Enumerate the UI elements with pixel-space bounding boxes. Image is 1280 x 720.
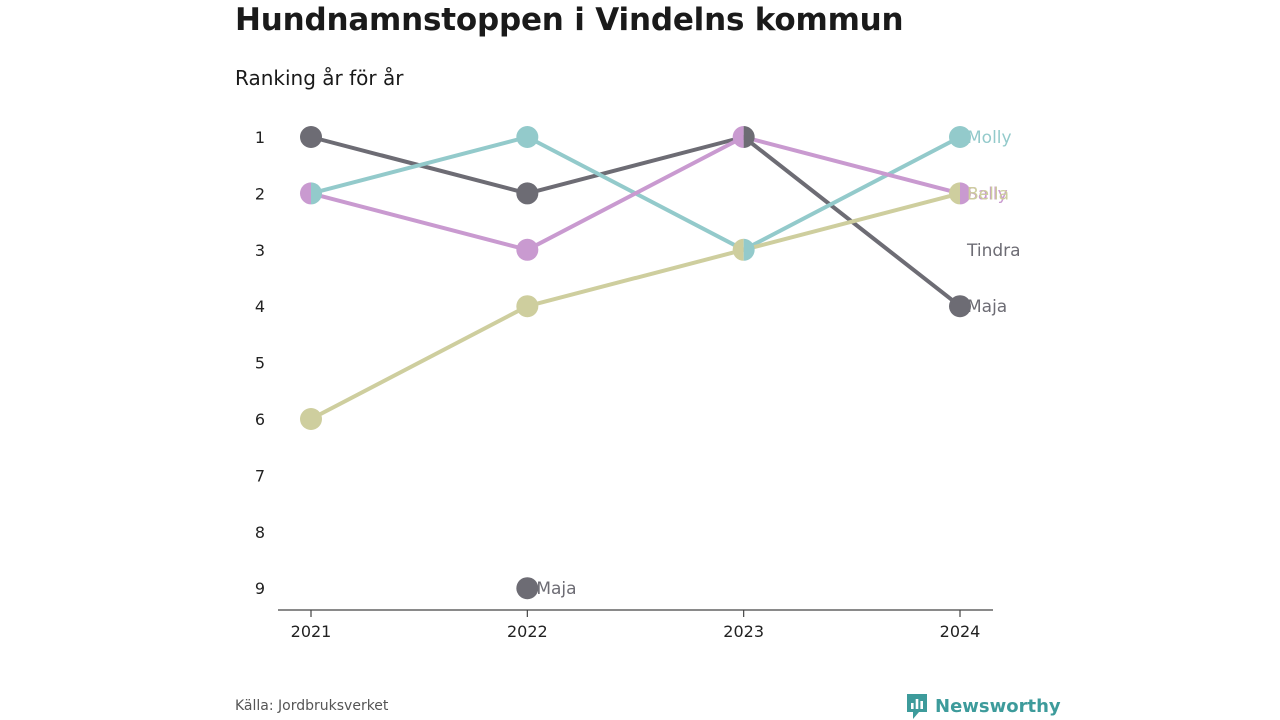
- y-tick-label: 4: [255, 297, 265, 316]
- data-point-maja: [516, 182, 539, 205]
- data-point-bella: [949, 182, 960, 205]
- x-tick-label: 2021: [291, 622, 332, 641]
- y-tick-label: 8: [255, 523, 265, 542]
- data-point-molly: [516, 126, 539, 148]
- y-tick-label: 6: [255, 410, 265, 429]
- series-line-sally: [310, 135, 961, 252]
- series-line-bella: [310, 191, 961, 421]
- data-point-molly: [949, 126, 971, 148]
- series-end-label-tindra: Tindra: [966, 241, 1021, 261]
- data-point-maja: [743, 126, 755, 148]
- annotation-label: Maja: [536, 579, 576, 599]
- y-tick-label: 5: [255, 354, 265, 373]
- series-end-label-bella: Bella: [967, 184, 1009, 204]
- data-point-bella: [516, 295, 539, 318]
- newsworthy-logo-icon: [907, 694, 927, 719]
- x-tick-label: 2022: [507, 622, 548, 641]
- series-end-label-molly: Molly: [967, 128, 1012, 148]
- data-point-maja: [949, 295, 971, 318]
- data-point-molly: [311, 182, 322, 205]
- data-point-bella: [300, 408, 322, 430]
- x-tick-label: 2024: [940, 622, 981, 641]
- y-tick-label: 1: [255, 128, 265, 147]
- annotation-point: [516, 577, 539, 600]
- source-note: Källa: Jordbruksverket: [235, 698, 389, 714]
- y-tick-label: 3: [255, 241, 265, 260]
- rank-chart: 2021 2022 2023 2024 1 2 3 4 5 6 7 8 9 Maja Maja Molly Sa…: [255, 126, 1021, 641]
- y-tick-label: 9: [255, 579, 265, 598]
- chart-subtitle: Ranking år för år: [235, 66, 404, 90]
- data-point-sally: [732, 126, 744, 148]
- data-point-sally: [960, 182, 971, 205]
- y-tick-label: 7: [255, 466, 265, 485]
- brand-name: Newsworthy: [935, 695, 1061, 717]
- chart-title: Hundnamnstoppen i Vindelns kommun: [235, 2, 904, 38]
- series-end-label-maja: Maja: [967, 297, 1007, 317]
- data-point-sally: [300, 182, 311, 205]
- data-point-molly: [743, 238, 755, 261]
- series-line-maja: [310, 135, 962, 308]
- data-point-bella: [732, 238, 744, 261]
- data-point-maja: [300, 126, 322, 148]
- x-tick-label: 2023: [723, 622, 764, 641]
- y-tick-label: 2: [255, 184, 265, 203]
- brand-logo: Newsworthy: [905, 692, 1061, 720]
- data-point-sally: [516, 238, 539, 261]
- series-end-label-sally: Sally: [967, 184, 1008, 204]
